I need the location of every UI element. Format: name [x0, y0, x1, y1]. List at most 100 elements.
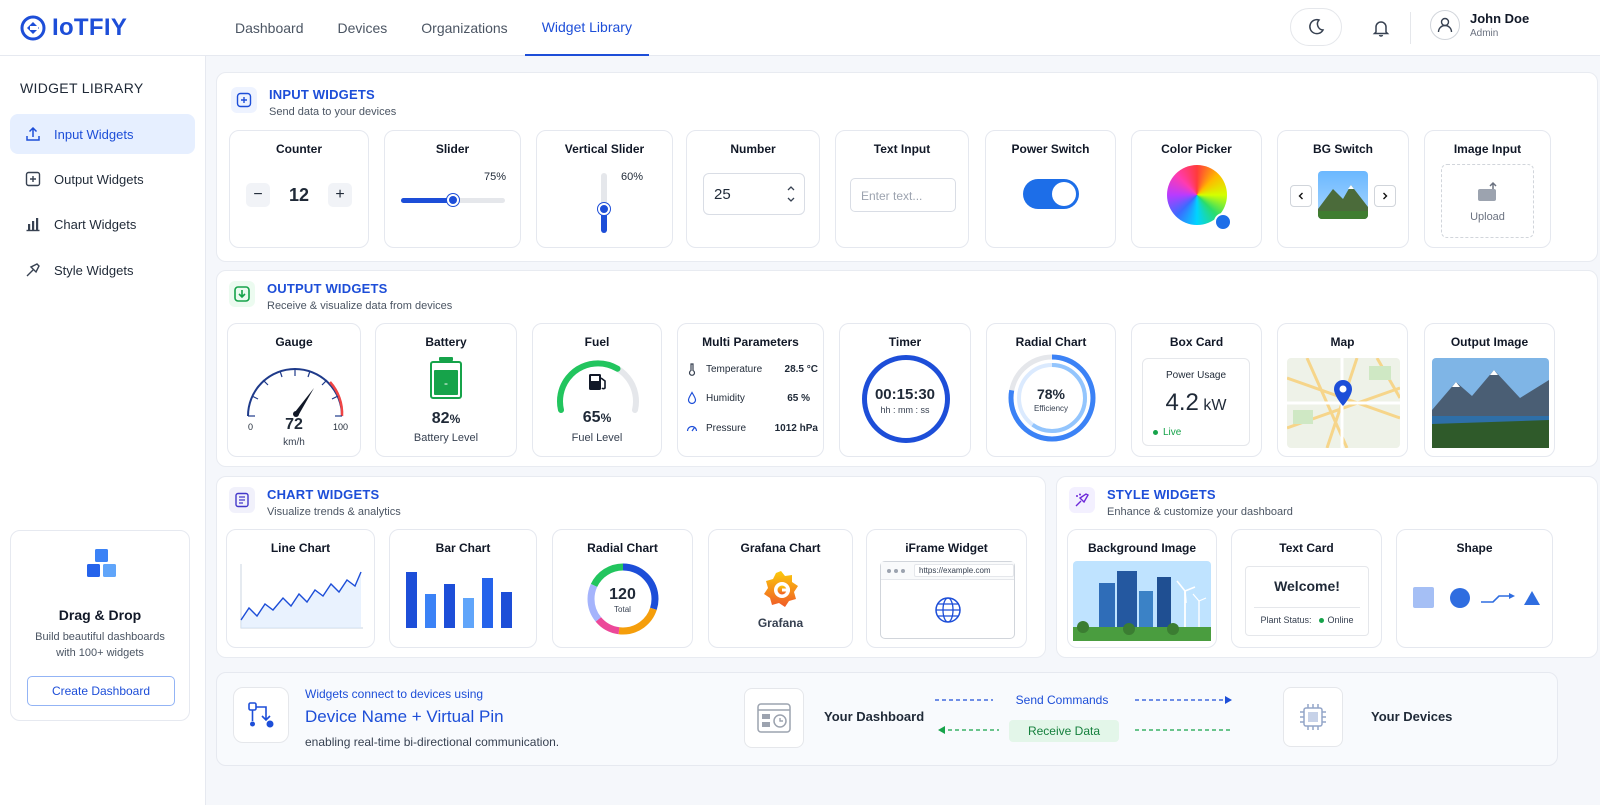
upload-label: Upload — [1470, 211, 1505, 223]
online-dot — [1318, 617, 1324, 623]
your-devices-label: Your Devices — [1371, 709, 1453, 724]
live-status: Live — [1153, 427, 1181, 438]
sidebar-item-label: Style Widgets — [54, 262, 134, 278]
sidebar-item-chart-widgets[interactable]: Chart Widgets — [10, 204, 195, 244]
box-value-row: 4.2 kW — [1143, 389, 1249, 417]
widget-title: Box Card — [1169, 335, 1224, 349]
donut-chart-preview — [587, 563, 659, 635]
box-card-widget[interactable]: Box Card Power Usage 4.2 kW Live — [1131, 323, 1262, 457]
dashboard-window-icon — [757, 703, 791, 733]
power-usage-box: Power Usage 4.2 kW Live — [1142, 358, 1250, 446]
output-image-widget[interactable]: Output Image — [1424, 323, 1555, 457]
bg-switch-widget[interactable]: BG Switch — [1277, 130, 1409, 248]
map-preview[interactable] — [1287, 358, 1400, 448]
vertical-slider-fill — [601, 209, 607, 233]
power-switch-widget[interactable]: Power Switch — [985, 130, 1116, 248]
widget-title: Grafana Chart — [740, 541, 821, 555]
text-field[interactable]: Enter text... — [850, 178, 956, 212]
param-label: Pressure — [706, 422, 747, 434]
decrement-button[interactable]: − — [246, 183, 270, 207]
power-toggle[interactable] — [1023, 179, 1079, 209]
fuel-label: Fuel Level — [571, 432, 623, 444]
grafana-label: Grafana — [757, 616, 804, 630]
input-widgets-panel: INPUT WIDGETS Send data to your devices … — [216, 72, 1598, 262]
receive-arrow-icon — [938, 726, 1231, 734]
output-device-icon — [229, 281, 255, 307]
box-label: Power Usage — [1165, 370, 1227, 381]
sidebar-item-label: Input Widgets — [54, 126, 134, 142]
virtual-pin-icon — [248, 702, 274, 728]
slider-widget[interactable]: Slider 75% — [384, 130, 521, 248]
nav-organizations[interactable]: Organizations — [421, 20, 508, 36]
nav-widget-library[interactable]: Widget Library — [524, 0, 649, 56]
radial-output-widget[interactable]: Radial Chart 78% Efficiency — [986, 323, 1116, 457]
battery-widget[interactable]: Battery - 82% Battery Level — [375, 323, 517, 457]
text-input-widget[interactable]: Text Input Enter text... — [835, 130, 969, 248]
slider-value: 75% — [483, 171, 506, 183]
line-chart-widget[interactable]: Line Chart — [226, 529, 375, 648]
promo-text: Build beautiful dashboards with 100+ wid… — [35, 631, 165, 659]
stepper-arrows-icon[interactable] — [786, 182, 796, 206]
radial-chart-widget[interactable]: Radial Chart 120 Total — [552, 529, 693, 648]
image-input-widget[interactable]: Image Input Upload — [1424, 130, 1551, 248]
section-title: INPUT WIDGETS — [269, 87, 375, 102]
browser-bar: https://example.com — [881, 562, 1014, 580]
iframe-widget[interactable]: iFrame Widget https://example.com — [866, 529, 1027, 648]
fuel-value: 65 — [582, 409, 601, 426]
sidebar-item-output-widgets[interactable]: Output Widgets — [10, 159, 195, 199]
counter-value: 12 — [288, 185, 310, 205]
multi-parameters-widget[interactable]: Multi Parameters Temperature 28.5 °C Hum… — [677, 323, 824, 457]
vertical-slider-thumb[interactable] — [598, 203, 610, 215]
color-picker-widget[interactable]: Color Picker — [1131, 130, 1262, 248]
nav-dashboard[interactable]: Dashboard — [235, 20, 304, 36]
battery-cap — [439, 357, 453, 361]
gauge-widget[interactable]: Gauge 0 100 72 km/h — [227, 323, 361, 457]
main-nav: Dashboard Devices Organizations Widget L… — [218, 0, 649, 56]
shape-widget[interactable]: Shape — [1396, 529, 1553, 648]
nav-devices[interactable]: Devices — [337, 20, 388, 36]
bar-chart-widget[interactable]: Bar Chart — [389, 529, 537, 648]
sidebar-item-style-widgets[interactable]: Style Widgets — [10, 250, 195, 290]
upload-dropzone[interactable]: Upload — [1441, 164, 1534, 238]
bg-next-button[interactable] — [1374, 185, 1396, 207]
vertical-slider-widget[interactable]: Vertical Slider 60% — [536, 130, 673, 248]
widget-title: Line Chart — [270, 541, 331, 555]
grafana-chart-widget[interactable]: Grafana Chart Grafana — [708, 529, 853, 648]
increment-button[interactable]: + — [328, 183, 352, 207]
battery-value-row: 82% — [376, 410, 516, 428]
output-box-icon — [25, 171, 41, 187]
chip-icon — [1300, 704, 1326, 730]
widget-title: Map — [1330, 335, 1355, 349]
widget-title: Power Switch — [1011, 142, 1090, 156]
timer-widget[interactable]: Timer 00:15:30 hh : mm : ss — [839, 323, 971, 457]
user-menu[interactable]: John Doe Admin — [1430, 10, 1529, 40]
widget-title: Radial Chart — [1015, 335, 1087, 349]
theme-toggle-button[interactable] — [1290, 8, 1342, 46]
fuel-arc — [557, 360, 639, 413]
drag-drop-promo: Drag & Drop Build beautiful dashboards w… — [10, 530, 190, 721]
create-dashboard-button[interactable]: Create Dashboard — [27, 676, 175, 706]
fuel-unit: % — [600, 411, 612, 425]
slider-thumb[interactable] — [447, 194, 459, 206]
map-widget[interactable]: Map — [1277, 323, 1408, 457]
widget-title: Slider — [435, 142, 470, 156]
text-card-widget[interactable]: Text Card Welcome! Plant Status: Online — [1231, 529, 1382, 648]
chart-section-header: CHART WIDGETS Visualize trends & analyti… — [229, 487, 401, 518]
gauge-min: 0 — [248, 422, 254, 432]
selected-color-swatch[interactable] — [1214, 213, 1232, 231]
fuel-value-row: 65% — [533, 409, 661, 427]
grafana-logo-icon — [764, 571, 798, 607]
sidebar-item-input-widgets[interactable]: Input Widgets — [10, 114, 195, 154]
background-image-widget[interactable]: Background Image — [1067, 529, 1217, 648]
notifications-button[interactable] — [1367, 14, 1395, 42]
moon-icon — [1309, 18, 1325, 35]
number-widget[interactable]: Number 25 — [686, 130, 820, 248]
user-name: John Doe — [1470, 11, 1530, 26]
number-input[interactable]: 25 — [703, 173, 805, 215]
param-value: 1012 hPa — [774, 422, 818, 434]
bg-prev-button[interactable] — [1290, 185, 1312, 207]
fuel-widget[interactable]: Fuel 65% Fuel Level — [532, 323, 662, 457]
brand-logo[interactable]: IoTFIY — [20, 14, 127, 42]
landscape-image — [1432, 358, 1549, 448]
counter-widget[interactable]: Counter − 12 + — [229, 130, 369, 248]
